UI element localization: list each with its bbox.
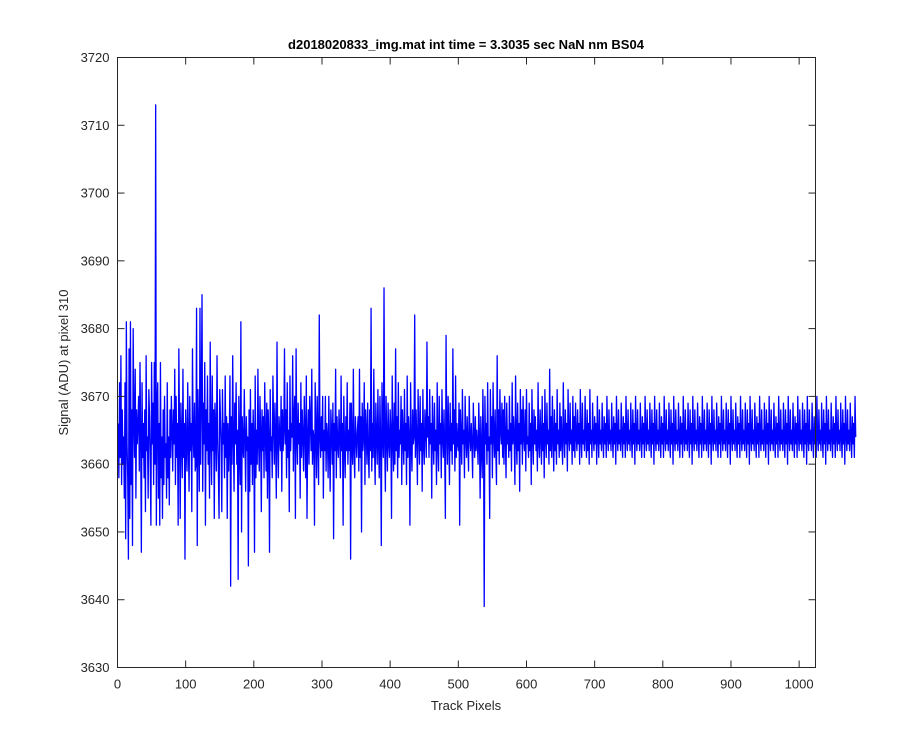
x-axis-ticks: 0 100 200 300 400 500 600 700 800 900 1000 [114, 57, 814, 692]
y-tick-label: 3690 [81, 253, 110, 268]
x-tick-label: 200 [243, 677, 265, 692]
y-tick-label: 3680 [81, 321, 110, 336]
chart-title: d2018020833_img.mat int time = 3.3035 se… [288, 37, 645, 52]
series-line-0 [117, 104, 857, 608]
x-tick-label: 600 [516, 677, 538, 692]
plot-content [117, 104, 857, 608]
y-tick-label: 3720 [81, 50, 110, 65]
x-tick-label: 700 [584, 677, 606, 692]
x-tick-label: 1000 [785, 677, 814, 692]
y-tick-label: 3710 [81, 118, 110, 133]
y-tick-label: 3700 [81, 186, 110, 201]
y-tick-label: 3650 [81, 524, 110, 539]
x-tick-label: 800 [652, 677, 674, 692]
y-axis-label: Signal (ADU) at pixel 310 [56, 290, 71, 436]
y-tick-label: 3670 [81, 389, 110, 404]
x-tick-label: 900 [720, 677, 742, 692]
plot-area-background [117, 57, 816, 668]
x-tick-label: 500 [447, 677, 469, 692]
x-axis-label: Track Pixels [431, 698, 502, 713]
y-tick-label: 3640 [81, 592, 110, 607]
y-tick-label: 3630 [81, 660, 110, 675]
y-tick-label: 3660 [81, 457, 110, 472]
x-tick-label: 400 [379, 677, 401, 692]
x-tick-label: 100 [175, 677, 197, 692]
axes-box [117, 57, 816, 668]
x-tick-label: 0 [114, 677, 121, 692]
x-tick-label: 300 [311, 677, 333, 692]
y-axis-ticks: 3630 3640 3650 3660 3670 3680 3690 3700 3710 3720 [81, 50, 816, 675]
